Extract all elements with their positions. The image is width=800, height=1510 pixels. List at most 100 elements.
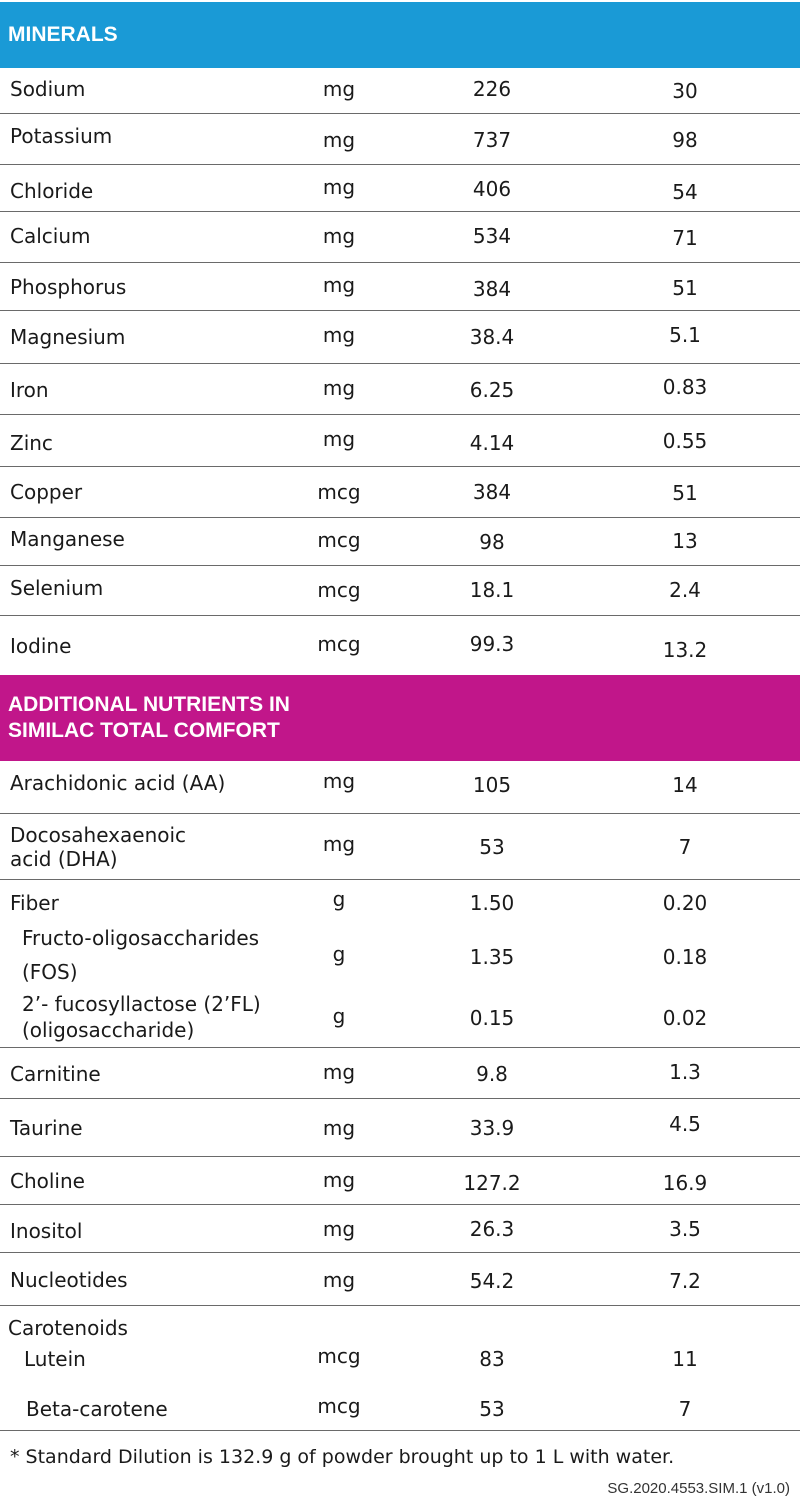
row-name-line-1: Docosahexaenoic [10,823,187,847]
row-value-1: 9.8 [476,1062,508,1086]
table-row-phosphorus: Phosphorus mg 384 51 [0,263,800,311]
minerals-header: MINERALS [0,2,800,68]
table-row-iodine: Iodine mcg 99.3 13.2 [0,616,800,675]
table-row-inositol: Inositol mg 26.3 3.5 [0,1205,800,1253]
row-name: Inositol [10,1219,83,1243]
row-name: Chloride [10,179,94,203]
row-unit: mg [322,1268,356,1292]
additional-title-line-1: ADDITIONAL NUTRIENTS IN [8,693,290,716]
row-name: Beta-carotene [26,1397,168,1421]
row-name: Calcium [10,224,91,248]
row-unit: mg [322,1217,356,1241]
table-row-dha: Docosahexaenoic acid (DHA) mg 53 7 [0,814,800,880]
table-row-chloride: Chloride mg 406 54 [0,165,800,212]
table-row-selenium: Selenium mcg 18.1 2.4 [0,566,800,616]
footnote: * Standard Dilution is 132.9 g of powder… [10,1446,675,1468]
row-name: Iodine [10,634,72,658]
row-unit: g [332,942,346,966]
table-row-nucleotides: Nucleotides mg 54.2 7.2 [0,1253,800,1306]
table-row-magnesium: Magnesium mg 38.4 5.1 [0,311,800,364]
row-unit: mcg [317,578,361,602]
minerals-title: MINERALS [8,23,118,46]
row-name: Magnesium [10,325,126,349]
row-value-1: 18.1 [469,578,515,602]
row-value-2: 1.3 [669,1060,701,1084]
row-value-2: 3.5 [669,1217,701,1241]
row-unit: mg [322,1060,356,1084]
table-row-carnitine: Carnitine mg 9.8 1.3 [0,1048,800,1099]
row-unit: mg [322,323,356,347]
row-unit: g [332,1004,346,1028]
row-unit: mg [322,1116,356,1140]
table-row-zinc: Zinc mg 4.14 0.55 [0,415,800,467]
row-value-2: 7 [678,1397,692,1421]
row-name: Sodium [10,77,86,101]
row-value-1: 737 [472,128,512,152]
row-name: Iron [10,378,49,402]
row-name-line-2: acid (DHA) [10,847,118,871]
row-name: Carnitine [10,1062,101,1086]
table-row-choline: Choline mg 127.2 16.9 [0,1157,800,1205]
table-row-iron: Iron mg 6.25 0.83 [0,364,800,415]
row-name: Fiber [10,891,59,915]
row-name-line-1: 2’- fucosyllactose (2’FL) [22,992,261,1016]
row-value-1: 384 [472,277,512,301]
row-name-line-2: (FOS) [22,960,78,984]
row-unit: mcg [317,480,361,504]
row-value-2: 0.02 [662,1006,708,1030]
row-value-1: 4.14 [469,431,515,455]
row-value-1: 99.3 [469,632,515,656]
row-name: Carotenoids [8,1316,128,1340]
row-value-1: 0.15 [469,1006,515,1030]
table-row-taurine: Taurine mg 33.9 4.5 [0,1099,800,1157]
row-value-2: 5.1 [669,323,701,347]
row-unit: mg [322,769,356,793]
row-unit: mcg [317,632,361,656]
row-value-1: 53 [479,835,505,859]
row-value-1: 54.2 [469,1269,515,1293]
row-name: Lutein [24,1347,86,1371]
row-unit: mg [322,376,356,400]
row-value-1: 406 [472,177,512,201]
table-row-copper: Copper mcg 384 51 [0,467,800,518]
table-row-fiber: Fiber g 1.50 0.20 [0,880,800,924]
row-unit: mcg [317,1394,361,1418]
row-unit: mg [322,128,356,152]
table-row-beta-carotene: Beta-carotene mcg 53 7 [0,1392,800,1431]
row-value-2: 51 [672,481,698,505]
row-value-1: 83 [479,1347,505,1371]
row-name: Manganese [10,527,125,551]
row-name: Zinc [10,431,53,455]
row-value-2: 4.5 [669,1112,701,1136]
row-name: Taurine [10,1116,83,1140]
row-value-2: 11 [672,1347,698,1371]
row-value-2: 7 [678,835,692,859]
additional-title-line-2: SIMILAC TOTAL COMFORT [8,719,280,742]
row-unit: mg [322,77,356,101]
row-value-2: 7.2 [669,1269,701,1293]
table-row-potassium: Potassium mg 737 98 [0,114,800,165]
row-unit: g [332,887,346,911]
row-value-1: 1.35 [469,945,515,969]
row-value-2: 71 [672,226,698,250]
row-value-1: 534 [472,224,512,248]
row-unit: mg [322,832,356,856]
row-value-2: 0.20 [662,891,708,915]
row-name: Choline [10,1169,85,1193]
row-value-2: 0.83 [662,375,708,399]
row-value-1: 1.50 [469,891,515,915]
document-code: SG.2020.4553.SIM.1 (v1.0) [607,1480,790,1497]
row-value-1: 33.9 [469,1116,515,1140]
row-unit: mcg [317,528,361,552]
row-value-2: 0.18 [662,945,708,969]
row-value-2: 13.2 [662,638,708,662]
row-unit: mcg [317,1344,361,1368]
row-value-1: 38.4 [469,325,515,349]
row-name-line-1: Fructo-oligosaccharides [22,926,260,950]
row-name-line-2: (oligosaccharide) [22,1018,195,1042]
row-value-2: 2.4 [669,578,701,602]
table-row-lutein: Lutein mcg 83 11 [0,1344,800,1392]
row-value-2: 14 [672,773,698,797]
row-value-1: 105 [472,773,512,797]
row-value-1: 6.25 [469,378,515,402]
